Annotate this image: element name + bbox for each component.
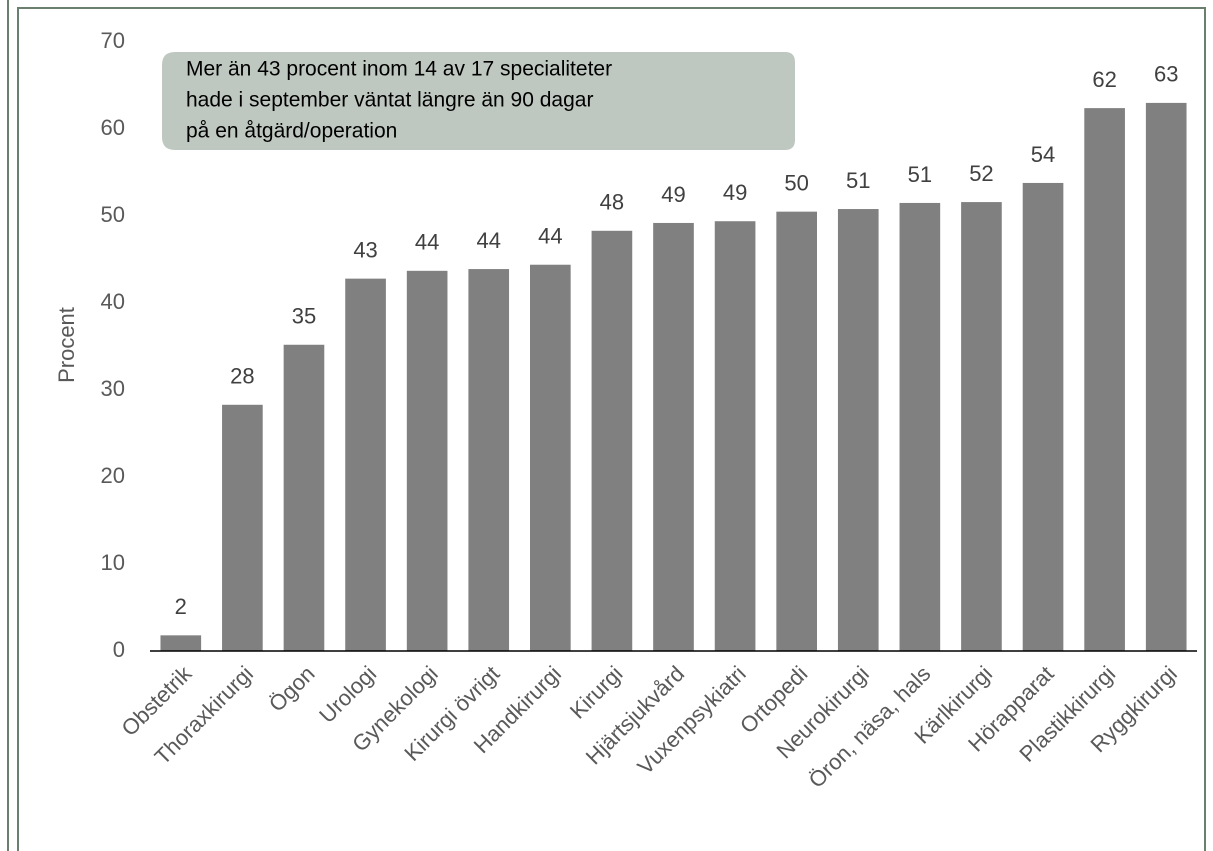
y-tick-label: 50 <box>101 202 125 227</box>
value-label: 2 <box>175 594 187 619</box>
y-tick-label: 40 <box>101 289 125 314</box>
x-tick-label: Vuxenpsykiatri <box>632 661 750 779</box>
value-label: 51 <box>846 168 870 193</box>
bar <box>1022 182 1064 651</box>
y-tick-label: 60 <box>101 115 125 140</box>
bar <box>961 202 1002 651</box>
value-label: 62 <box>1092 67 1116 92</box>
annotation-box <box>162 52 795 150</box>
bar <box>1145 102 1187 651</box>
annotation-line: hade i september väntat längre än 90 dag… <box>186 89 593 112</box>
value-label: 28 <box>230 364 254 389</box>
value-label: 50 <box>784 170 808 195</box>
y-tick-label: 20 <box>101 463 125 488</box>
value-label: 44 <box>476 228 500 253</box>
bar <box>345 278 386 651</box>
bar <box>160 635 202 651</box>
value-label: 43 <box>353 237 377 262</box>
value-label: 63 <box>1154 62 1178 87</box>
bar <box>1084 108 1125 652</box>
bar <box>714 221 756 651</box>
bar <box>529 264 571 651</box>
y-tick-label: 30 <box>101 376 125 401</box>
bar <box>222 404 263 651</box>
bar <box>591 230 633 652</box>
y-tick-label: 0 <box>113 637 125 662</box>
value-label: 35 <box>292 304 316 329</box>
value-label: 49 <box>723 180 747 205</box>
value-label: 49 <box>661 182 685 207</box>
bar <box>283 344 325 651</box>
value-label: 54 <box>1031 142 1055 167</box>
bar <box>899 202 941 651</box>
frame <box>17 7 1206 851</box>
bar <box>776 211 818 651</box>
bar <box>837 209 879 652</box>
bar <box>468 269 510 651</box>
value-label: 44 <box>415 230 439 255</box>
y-tick-label: 70 <box>101 28 125 53</box>
y-axis-label: Procent <box>54 307 79 383</box>
value-label: 51 <box>908 162 932 187</box>
bar <box>653 222 694 651</box>
x-tick-label: Ögon <box>264 661 320 717</box>
annotation-line: Mer än 43 procent inom 14 av 17 speciali… <box>186 58 612 81</box>
bar <box>406 270 448 651</box>
annotation-line: på en åtgärd/operation <box>186 120 397 143</box>
value-label: 44 <box>538 224 562 249</box>
y-tick-label: 10 <box>101 550 125 575</box>
value-label: 48 <box>600 190 624 215</box>
value-label: 52 <box>969 161 993 186</box>
